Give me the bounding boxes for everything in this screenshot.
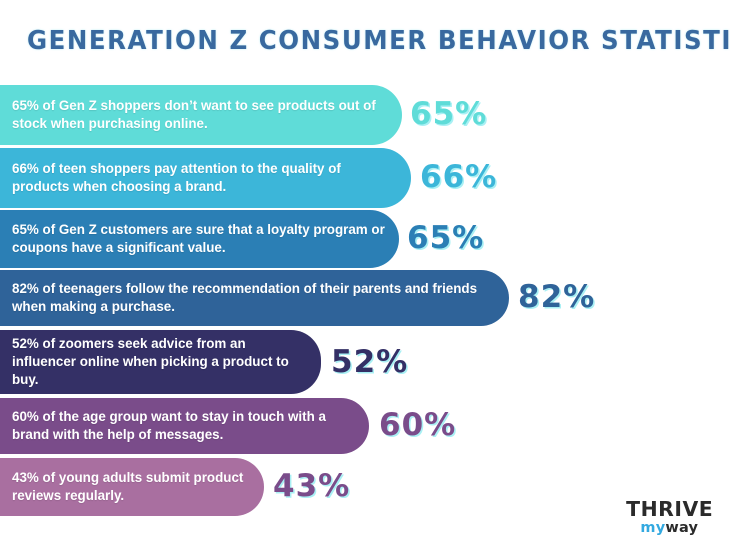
stat-bar: 60% of the age group want to stay in tou… [0,398,369,454]
stat-percent-label: 65% [410,96,488,132]
logo-primary-text: THRIVE [625,496,713,521]
stat-percent-label: 60% [379,407,457,443]
stat-text: 65% of Gen Z shoppers don’t want to see … [12,98,376,131]
stat-text: 82% of teenagers follow the recommendati… [12,281,478,314]
stat-bar: 66% of teen shoppers pay attention to th… [0,148,411,208]
stat-bar: 43% of young adults submit product revie… [0,458,264,516]
stat-text: 65% of Gen Z customers are sure that a l… [12,222,385,255]
stat-bar: 65% of Gen Z customers are sure that a l… [0,210,399,268]
thrivemyway-logo[interactable]: THRIVE myway [625,496,713,536]
stat-percent-label: 43% [273,468,351,504]
stat-bar: 52% of zoomers seek advice from an influ… [0,330,321,394]
stat-bar: 82% of teenagers follow the recommendati… [0,270,509,326]
stat-bar: 65% of Gen Z shoppers don’t want to see … [0,85,402,145]
logo-accent-text: my [640,519,666,536]
page-title: GENERATION Z CONSUMER BEHAVIOR STATISTIC… [27,26,730,56]
stat-percent-label: 65% [407,220,485,256]
stat-text: 66% of teen shoppers pay attention to th… [12,161,341,194]
logo-subtext: myway [627,519,712,536]
stat-text: 52% of zoomers seek advice from an influ… [12,336,289,387]
stat-text: 60% of the age group want to stay in tou… [12,409,326,442]
stat-text: 43% of young adults submit product revie… [12,470,244,503]
stat-percent-label: 82% [518,279,596,315]
stat-percent-label: 52% [331,344,409,380]
logo-secondary-text: way [665,519,699,536]
stat-percent-label: 66% [420,159,498,195]
